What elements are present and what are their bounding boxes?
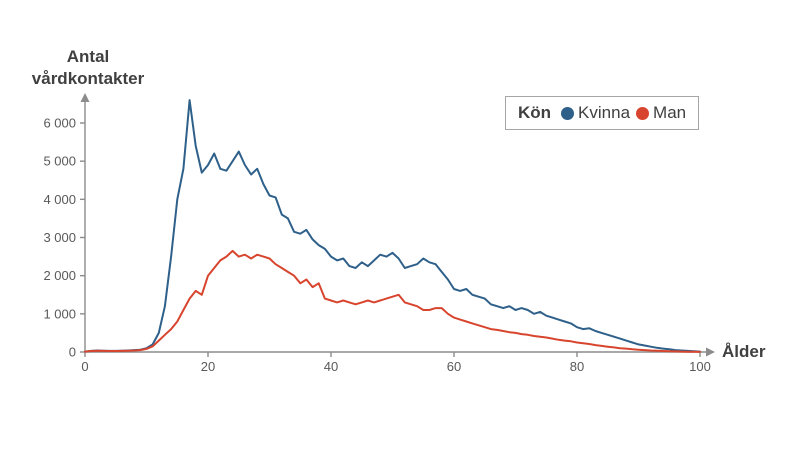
svg-text:6 000: 6 000	[43, 116, 76, 131]
x-axis-title: Ålder	[722, 342, 766, 361]
legend-title: Kön	[518, 103, 552, 122]
svg-text:20: 20	[201, 359, 215, 374]
svg-text:5 000: 5 000	[43, 154, 76, 169]
legend-label-kvinna: Kvinna	[578, 103, 631, 122]
legend: Kön Kvinna Man	[505, 96, 700, 130]
legend-label-man: Man	[653, 103, 687, 122]
svg-text:0: 0	[69, 345, 76, 360]
svg-text:0: 0	[81, 359, 88, 374]
svg-text:1 000: 1 000	[43, 306, 76, 321]
svg-text:100: 100	[689, 359, 711, 374]
legend-item-kvinna: Kvinna	[561, 103, 630, 123]
svg-text:4 000: 4 000	[43, 192, 76, 207]
y-axis-title: Antal vårdkontakter	[31, 47, 145, 89]
kvinna-series-dot-icon	[561, 106, 575, 120]
legend-item-man: Man	[636, 103, 686, 123]
svg-text:80: 80	[570, 359, 584, 374]
svg-text:2 000: 2 000	[43, 268, 76, 283]
man-series-dot-icon	[636, 106, 650, 120]
svg-text:3 000: 3 000	[43, 230, 76, 245]
svg-text:60: 60	[447, 359, 461, 374]
svg-text:40: 40	[324, 359, 338, 374]
